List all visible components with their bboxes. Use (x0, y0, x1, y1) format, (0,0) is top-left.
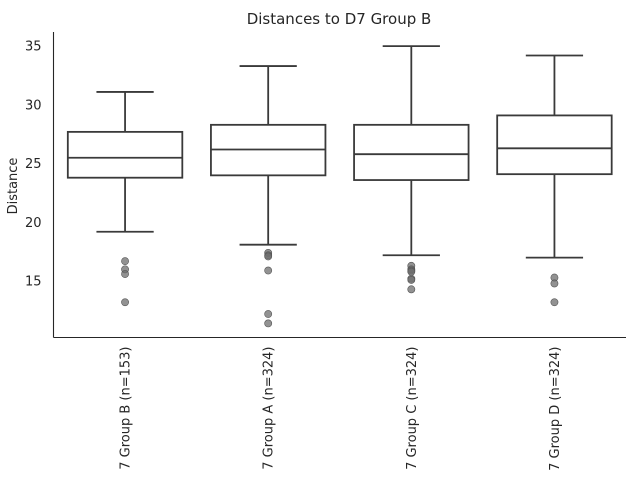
y-axis-ticks: 15 20 25 30 35 (25, 40, 42, 290)
box-series (66, 45, 613, 328)
outlier-point (264, 252, 273, 261)
outlier-point (407, 267, 416, 276)
outlier-point (121, 298, 129, 307)
y-axis-label: Distance (6, 158, 21, 215)
outlier-point (121, 257, 129, 266)
box-group-1 (66, 91, 184, 307)
y-tick-label-25: 25 (25, 157, 42, 172)
x-tick-label-1: 7 Group B (n=153) (119, 347, 134, 470)
box-group-2 (210, 65, 327, 328)
outlier-point (550, 279, 559, 288)
y-tick-label-15: 15 (25, 275, 42, 290)
interquartile-box (496, 114, 613, 176)
outlier-point (550, 298, 559, 307)
box-group-3 (353, 45, 470, 294)
outlier-point (264, 266, 273, 275)
x-axis-ticks: 7 Group B (n=153) 7 Group A (n=324) 7 Grou… (119, 347, 563, 471)
x-tick-label-4: 7 Group D (n=324) (548, 347, 563, 471)
outlier-point (407, 276, 416, 284)
y-tick-label-20: 20 (25, 216, 42, 231)
y-tick-label-35: 35 (25, 40, 42, 55)
chart-title: Distances to D7 Group B (247, 10, 432, 28)
interquartile-box (353, 123, 470, 181)
outlier-point (264, 310, 273, 318)
outlier-point (121, 270, 129, 278)
x-tick-label-2: 7 Group A (n=324) (262, 347, 277, 470)
outlier-point (407, 285, 416, 294)
x-tick-label-3: 7 Group C (n=324) (405, 347, 420, 470)
interquartile-box (66, 130, 184, 179)
outlier-point (264, 319, 273, 328)
box-group-4 (496, 54, 613, 307)
y-tick-label-30: 30 (25, 98, 42, 113)
